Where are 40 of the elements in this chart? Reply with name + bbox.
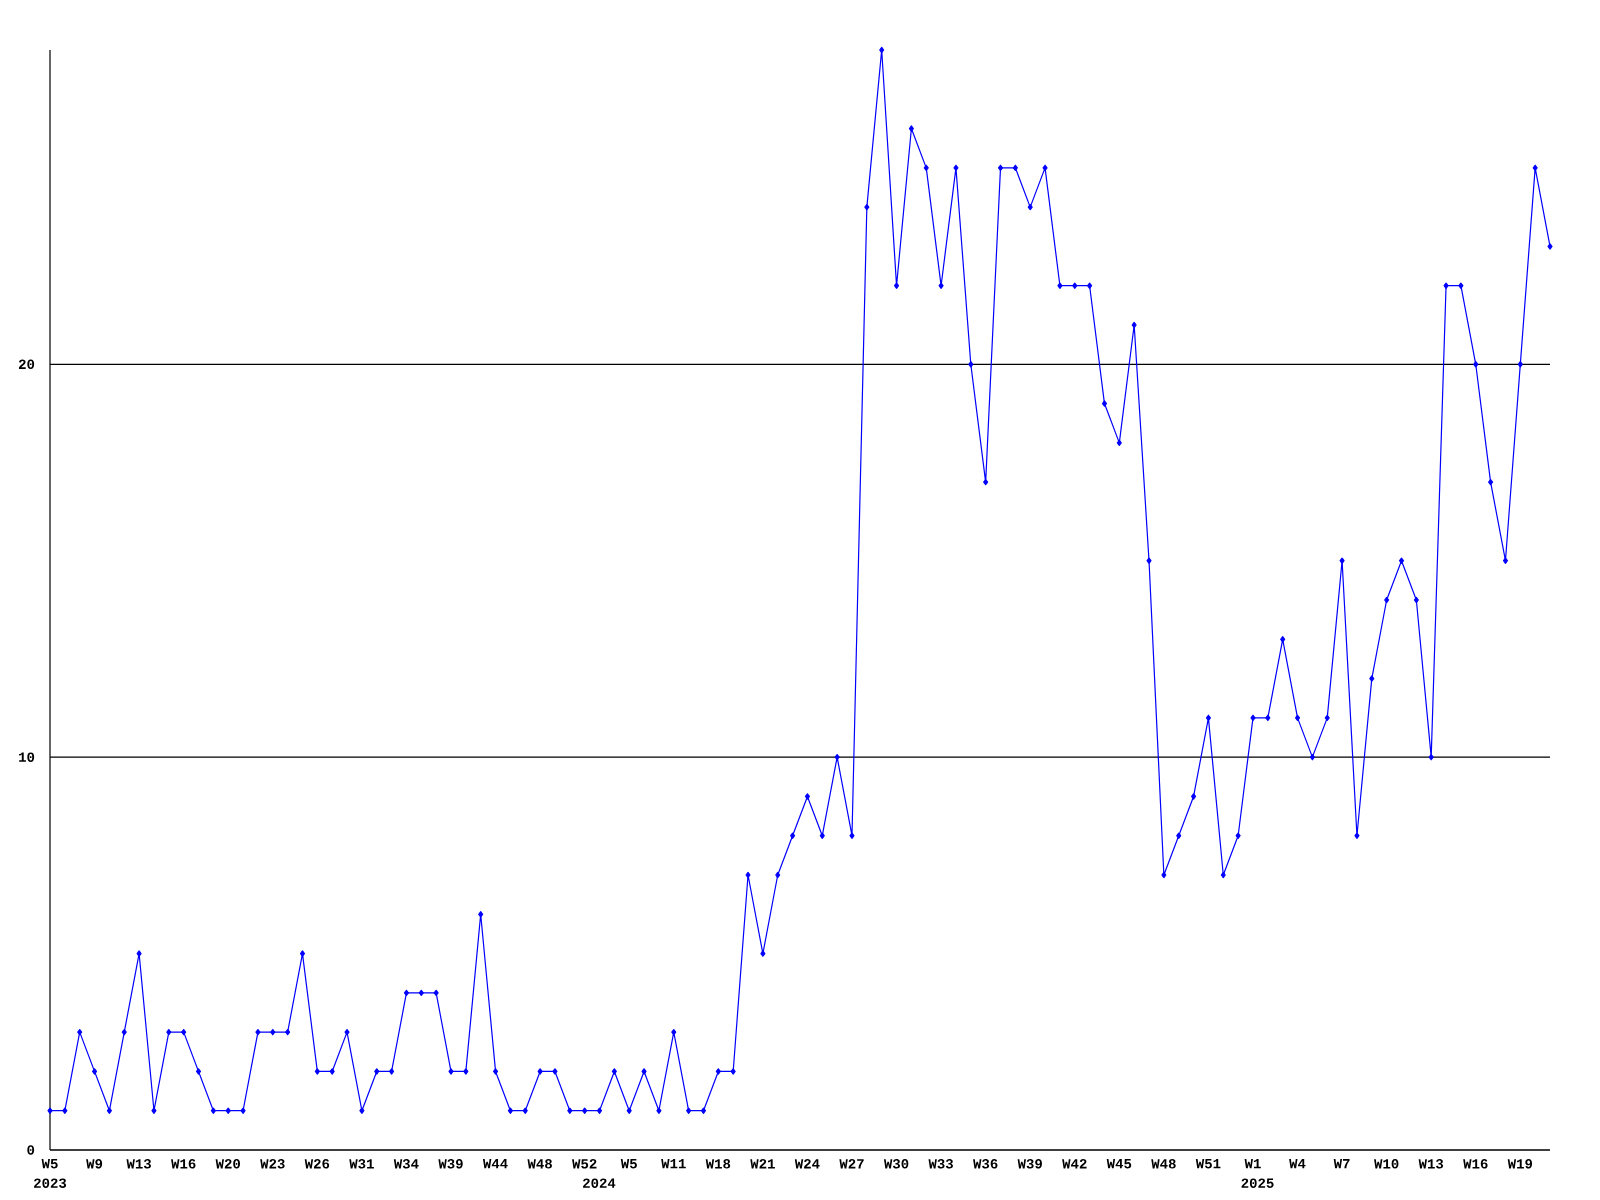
- x-tick-label: W4: [1289, 1159, 1306, 1169]
- x-tick-label: W21: [750, 1159, 775, 1169]
- x-tick-label: W9: [86, 1159, 103, 1169]
- x-tick-label: W24: [794, 1159, 820, 1169]
- x-tick-label: W33: [928, 1159, 953, 1169]
- x-tick-label: W13: [126, 1159, 151, 1169]
- x-tick-label: W30: [883, 1159, 909, 1169]
- x-tick-label: W34: [393, 1159, 419, 1169]
- x-tick-label: W5: [620, 1159, 637, 1169]
- x-tick-label: W5: [41, 1159, 58, 1169]
- text: 2024: [583, 1178, 616, 1188]
- x-tick-label: W20: [215, 1159, 241, 1169]
- x-tick-label: W16: [171, 1159, 196, 1169]
- x-tick-label: W16: [1463, 1159, 1488, 1169]
- x-tick-label: W51: [1195, 1159, 1221, 1169]
- x-tick-label: W18: [705, 1159, 731, 1169]
- y-tick-label: 10: [19, 752, 35, 762]
- x-tick-label: W52: [572, 1159, 597, 1169]
- y-tick-label: 20: [18, 359, 35, 370]
- x-tick-label: W45: [1106, 1159, 1132, 1169]
- x-tick-label: W26: [304, 1159, 330, 1169]
- text: 2023: [34, 1178, 67, 1188]
- x-tick-label: W36: [973, 1159, 998, 1169]
- x-tick-label: W31: [349, 1159, 374, 1169]
- x-tick-label: W48: [1151, 1159, 1176, 1169]
- x-tick-label: W1: [1244, 1159, 1261, 1169]
- x-tick-label: W10: [1374, 1159, 1399, 1169]
- text: 2025: [1241, 1178, 1274, 1188]
- x-tick-label: W39: [438, 1159, 463, 1169]
- x-tick-label: W42: [1062, 1159, 1087, 1169]
- x-tick-label: W19: [1507, 1159, 1533, 1169]
- x-tick-label: W13: [1418, 1159, 1444, 1169]
- x-tick-label: W44: [482, 1159, 508, 1169]
- x-tick-label: W7: [1333, 1159, 1350, 1169]
- x-tick-label: W39: [1017, 1159, 1042, 1169]
- x-tick-label: W48: [527, 1159, 552, 1169]
- y-tick-label: 0: [27, 1145, 35, 1155]
- x-tick-label: W23: [260, 1159, 285, 1169]
- x-tick-label: W27: [839, 1159, 864, 1169]
- x-tick-label: W11: [661, 1159, 686, 1169]
